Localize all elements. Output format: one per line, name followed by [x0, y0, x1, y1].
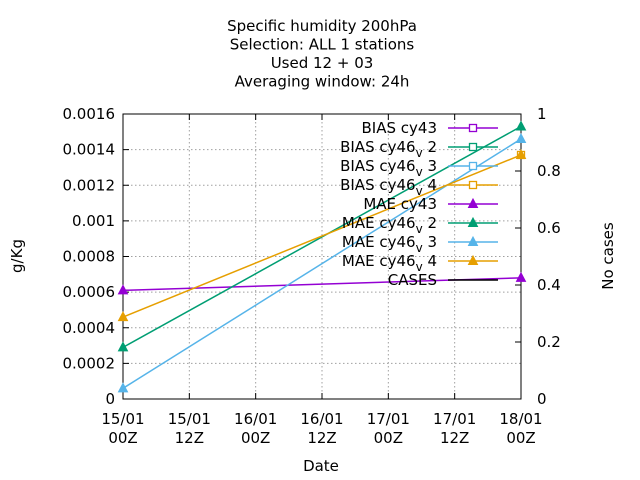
x-tick-label-date: 17/01: [433, 410, 476, 428]
y-tick-label: 0.0012: [63, 176, 116, 194]
legend-item: MAE cy46v 3: [342, 233, 498, 255]
series-line: [122, 154, 522, 318]
legend-marker: [468, 142, 478, 152]
legend-item: MAE cy43: [363, 195, 498, 213]
grid: [123, 114, 521, 399]
plot-frame: [122, 113, 522, 400]
data-point: [515, 148, 527, 159]
x-tick-label-date: 16/01: [234, 410, 277, 428]
x-tick-label-hour: 12Z: [440, 429, 469, 447]
data-point: [117, 310, 129, 322]
data-point: [515, 120, 527, 131]
legend-marker: [467, 197, 479, 208]
chart-title-line: Averaging window: 24h: [235, 73, 410, 91]
x-tick-label-hour: 00Z: [506, 429, 535, 447]
data-point: [117, 341, 129, 352]
x-tick-label-date: 17/01: [367, 410, 410, 428]
y2-tick-label: 0.4: [537, 276, 561, 294]
x-tick-label-hour: 12Z: [175, 429, 204, 447]
legend-item: MAE cy46v 4: [342, 252, 498, 274]
y-tick-label: 0.0014: [63, 141, 116, 159]
data-point: [117, 284, 129, 295]
y-tick-label: 0.0006: [63, 283, 116, 301]
legend-marker: [468, 180, 478, 190]
legend-item: BIAS cy43: [362, 119, 498, 137]
x-axis-ticks: 15/0100Z15/0112Z16/0100Z16/0112Z17/0100Z…: [101, 114, 543, 447]
legend-marker: [468, 123, 478, 133]
chart-title-line: Selection: ALL 1 stations: [230, 36, 415, 54]
data-point: [117, 382, 129, 393]
data-point: [515, 132, 527, 143]
legend-marker: [468, 161, 478, 171]
legend-label: BIAS cy46v 4: [340, 176, 437, 198]
legend-item: BIAS cy46v 3: [340, 157, 498, 179]
legend-marker: [467, 216, 479, 227]
x-tick-label-date: 15/01: [101, 410, 144, 428]
y-tick-label: 0.0002: [63, 354, 116, 372]
y2-tick-label: 1: [537, 105, 547, 123]
x-tick-label-hour: 00Z: [374, 429, 403, 447]
x-tick-label-date: 15/01: [168, 410, 211, 428]
series-line: [122, 125, 522, 348]
series-line: [122, 138, 522, 389]
x-axis-label: Date: [303, 457, 339, 475]
y-tick-label: 0.0004: [63, 319, 116, 337]
y2-axis-ticks: 0 0.2 0.4 0.6 0.8 1: [515, 105, 561, 408]
y2-tick-label: 0.2: [537, 333, 561, 351]
y-tick-label: 0.0008: [63, 248, 116, 266]
x-tick-label-hour: 00Z: [241, 429, 270, 447]
legend-label: MAE cy43: [363, 195, 437, 213]
legend-marker: [467, 254, 479, 265]
legend-label: BIAS cy46v 3: [340, 157, 437, 179]
legend-label: BIAS cy46v 2: [340, 138, 437, 160]
x-tick-label-hour: 12Z: [307, 429, 336, 447]
y2-tick-label: 0: [537, 390, 547, 408]
legend-item: BIAS cy46v 4: [340, 176, 498, 198]
legend-marker: [467, 235, 479, 246]
y-axis-label: g/Kg: [8, 239, 26, 273]
series-mae-cy46-v3: [117, 132, 527, 393]
series-mae-cy46-v4: [117, 148, 527, 322]
axes: [122, 113, 522, 400]
y2-axis-label: No cases: [599, 222, 617, 290]
legend-label: MAE cy46v 3: [342, 233, 437, 255]
legend-label: MAE cy46v 2: [342, 214, 437, 236]
legend-label: CASES: [388, 271, 437, 289]
y-axis-ticks: 0 0.0002 0.0004 0.0006 0.0008 0.001 0.0012 0.00…: [63, 105, 129, 408]
legend-label: BIAS cy43: [362, 119, 437, 137]
y-tick-label: 0: [105, 390, 115, 408]
legend-item: CASES: [388, 271, 498, 289]
y2-tick-label: 0.6: [537, 219, 561, 237]
x-tick-label-hour: 00Z: [108, 429, 137, 447]
legend-item: MAE cy46v 2: [342, 214, 498, 236]
x-tick-label-date: 18/01: [499, 410, 542, 428]
legend-label: MAE cy46v 4: [342, 252, 437, 274]
y-tick-label: 0.0016: [63, 105, 116, 123]
y2-tick-label: 0.8: [537, 162, 561, 180]
data-point: [515, 271, 527, 282]
x-tick-label-date: 16/01: [300, 410, 343, 428]
series-mae-cy46-v2: [117, 120, 527, 352]
chart-title-line: Specific humidity 200hPa: [227, 17, 417, 35]
chart-title-line: Used 12 + 03: [271, 54, 374, 72]
legend-item: BIAS cy46v 2: [340, 138, 498, 160]
y-tick-label: 0.001: [72, 212, 115, 230]
